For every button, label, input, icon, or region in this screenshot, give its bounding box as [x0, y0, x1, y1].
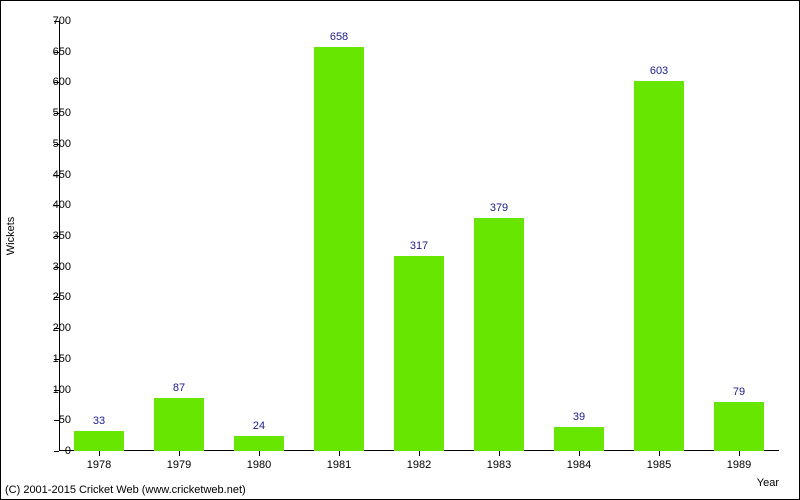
- x-tick-label: 1981: [327, 459, 351, 471]
- x-tick-label: 1979: [167, 459, 191, 471]
- bar: [634, 81, 684, 451]
- x-tick-label: 1982: [407, 459, 431, 471]
- bar: [314, 47, 364, 451]
- bar: [154, 398, 204, 451]
- y-tick-label: 100: [53, 384, 71, 396]
- x-tick: [579, 451, 580, 456]
- x-tick: [179, 451, 180, 456]
- bar-value-label: 39: [573, 411, 585, 423]
- bar: [714, 402, 764, 451]
- bar-value-label: 658: [330, 31, 348, 43]
- y-tick-label: 600: [53, 76, 71, 88]
- chart-container: 33 87 24 658 317 379 39 603 79 1978 1979 1980 1981 1…: [0, 0, 800, 500]
- x-tick-label: 1983: [487, 459, 511, 471]
- bar: [74, 431, 124, 451]
- x-tick: [259, 451, 260, 456]
- x-tick: [339, 451, 340, 456]
- x-tick-label: 1989: [727, 459, 751, 471]
- x-tick-label: 1980: [247, 459, 271, 471]
- y-tick-label: 50: [59, 414, 71, 426]
- x-tick: [739, 451, 740, 456]
- copyright-text: (C) 2001-2015 Cricket Web (www.cricketwe…: [5, 484, 246, 496]
- bar: [234, 436, 284, 451]
- x-tick-label: 1978: [87, 459, 111, 471]
- x-tick: [659, 451, 660, 456]
- y-tick-label: 150: [53, 353, 71, 365]
- bar: [474, 218, 524, 451]
- y-tick-label: 350: [53, 230, 71, 242]
- y-tick-label: 550: [53, 107, 71, 119]
- plot-area: 3387246583173793960379 19781979198019811…: [59, 21, 779, 451]
- x-tick-label: 1984: [567, 459, 591, 471]
- bar-value-label: 87: [173, 382, 185, 394]
- y-tick-label: 500: [53, 138, 71, 150]
- x-tick: [499, 451, 500, 456]
- y-tick-label: 450: [53, 169, 71, 181]
- bar: [554, 427, 604, 451]
- y-tick-label: 0: [65, 445, 71, 457]
- y-tick-label: 650: [53, 46, 71, 58]
- bar-value-label: 379: [490, 202, 508, 214]
- y-tick: [54, 451, 59, 452]
- y-tick-label: 400: [53, 199, 71, 211]
- bar-value-label: 33: [93, 415, 105, 427]
- y-tick-label: 700: [53, 15, 71, 27]
- bar-value-label: 317: [410, 240, 428, 252]
- x-axis-title: Year: [757, 477, 779, 489]
- x-tick: [99, 451, 100, 456]
- x-tick-label: 1985: [647, 459, 671, 471]
- x-tick: [419, 451, 420, 456]
- bar: [394, 256, 444, 451]
- bar-value-label: 79: [733, 386, 745, 398]
- y-tick-label: 250: [53, 291, 71, 303]
- bar-value-label: 603: [650, 65, 668, 77]
- bar-value-label: 24: [253, 420, 265, 432]
- y-axis-title: Wickets: [5, 217, 17, 256]
- y-tick-label: 300: [53, 261, 71, 273]
- y-tick-label: 200: [53, 322, 71, 334]
